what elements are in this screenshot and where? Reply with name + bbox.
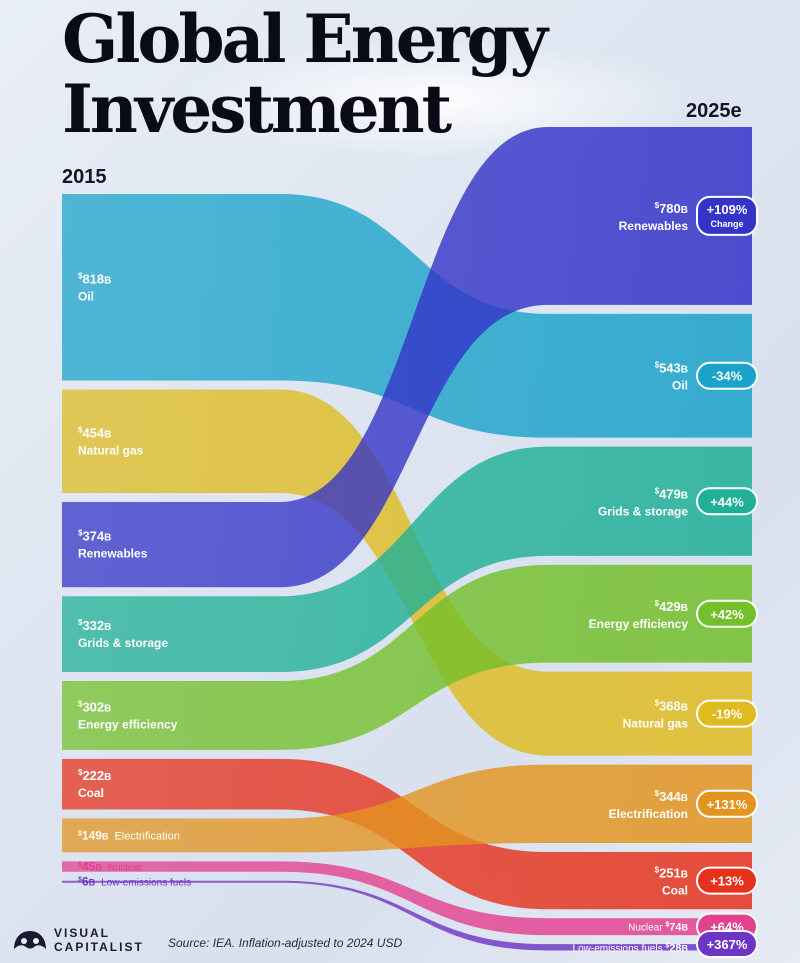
change-badge-low-emissions-fuels (696, 930, 758, 958)
value-2025-oil: $543B (655, 361, 688, 376)
label-2015-coal: Coal (78, 786, 104, 800)
value-2025-natural-gas: $368B (655, 699, 688, 714)
flow-electrification (62, 764, 752, 853)
value-2025-nuclear: Nuclear $74B (628, 922, 688, 934)
change-badge-oil (696, 361, 758, 390)
label-2025-natural-gas: Natural gas (623, 717, 689, 731)
change-badge-electrification (696, 789, 758, 818)
brand-line-1: VISUAL (54, 926, 111, 940)
flow-renewables (62, 127, 752, 588)
year-label-2025: 2025e (686, 100, 742, 122)
label-2025-renewables: Renewables (619, 219, 689, 233)
change-badge-energy-efficiency (696, 599, 758, 628)
change-value-low-emissions-fuels: +367% (707, 937, 748, 952)
source-note: Source: IEA. Inflation-adjusted to 2024 … (168, 936, 403, 950)
change-value-renewables: +109% (707, 202, 748, 217)
title-line-1: Global Energy (62, 0, 548, 78)
value-2015-renewables: $374B (78, 529, 111, 544)
change-value-energy-efficiency: +42% (710, 607, 744, 622)
label-2015-renewables: Renewables (78, 547, 148, 561)
flow-oil (62, 194, 752, 438)
visual-capitalist-logo-icon (14, 931, 46, 949)
brand-name: VISUAL CAPITALIST (54, 926, 144, 954)
value-2015-oil: $818B (78, 271, 111, 286)
flow-energy-efficiency (62, 564, 752, 750)
change-badge-coal (696, 866, 758, 895)
change-value-natural-gas: -19% (712, 707, 743, 722)
title-line-2: Investment (62, 70, 452, 148)
label-2015-grids-storage: Grids & storage (78, 636, 168, 650)
change-value-electrification: +131% (707, 797, 748, 812)
change-value-grids-storage: +44% (710, 494, 744, 509)
value-2015-grids-storage: $332B (78, 618, 111, 633)
value-2015-low-emissions-fuels: $6B Low-emissions fuels (78, 875, 191, 889)
change-badge-grids-storage (696, 487, 758, 516)
change-value-coal: +13% (710, 874, 744, 889)
value-2025-energy-efficiency: $429B (655, 599, 688, 614)
value-2025-coal: $251B (655, 866, 688, 881)
label-2025-coal: Coal (662, 884, 688, 898)
value-2025-grids-storage: $479B (655, 486, 688, 501)
label-2015-oil: Oil (78, 289, 94, 303)
value-2025-low-emissions-fuels: Low-emissions fuels $28B (573, 942, 689, 954)
label-2025-grids-storage: Grids & storage (598, 504, 688, 518)
change-badge-renewables (696, 195, 758, 236)
change-value-oil: -34% (712, 369, 743, 384)
change-badge-natural-gas (696, 699, 758, 728)
value-2025-renewables: $780B (655, 201, 688, 216)
year-label-2015: 2015 (62, 166, 107, 188)
value-2015-natural-gas: $454B (78, 425, 111, 440)
value-2025-electrification: $344B (655, 789, 688, 804)
value-2015-energy-efficiency: $302B (78, 699, 111, 714)
label-2025-electrification: Electrification (609, 807, 688, 821)
label-2025-energy-efficiency: Energy efficiency (589, 617, 689, 631)
change-note: Change (710, 219, 743, 229)
value-2015-electrification: $149B Electrification (78, 828, 180, 842)
flow-grids-storage (62, 446, 752, 672)
label-2025-oil: Oil (672, 379, 688, 393)
flow-nuclear (62, 861, 752, 936)
page-title: Global Energy Investment (62, 4, 548, 144)
value-2015-coal: $222B (78, 768, 111, 783)
label-2015-energy-efficiency: Energy efficiency (78, 717, 178, 731)
value-2015-nuclear: $45B Nuclear (78, 860, 143, 874)
label-2015-natural-gas: Natural gas (78, 443, 144, 457)
brand-line-2: CAPITALIST (54, 940, 144, 954)
